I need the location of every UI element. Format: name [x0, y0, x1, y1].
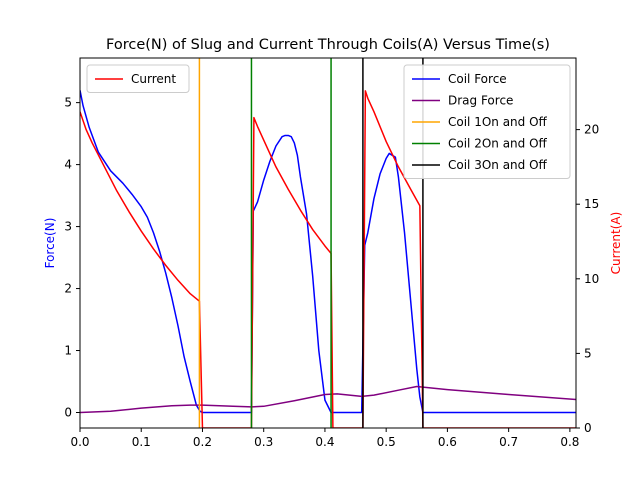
x-tick-label: 0.0 — [70, 435, 89, 449]
y-right-tick-label: 5 — [584, 346, 592, 360]
x-tick-label: 0.8 — [560, 435, 579, 449]
chart-title: Force(N) of Slug and Current Through Coi… — [106, 37, 550, 53]
x-tick-label: 0.4 — [315, 435, 334, 449]
y-left-tick-label: 2 — [64, 282, 72, 296]
y-left-tick-label: 4 — [64, 158, 72, 172]
x-tick-label: 0.7 — [499, 435, 518, 449]
y-left-tick-label: 5 — [64, 96, 72, 110]
legend-label-coil-3on-and-off: Coil 3On and Off — [448, 158, 548, 172]
legends: Current Coil Force Drag Force Coil 1On and … — [86, 64, 571, 179]
y-right-tick-label: 20 — [584, 123, 599, 137]
plot-frame — [79, 57, 577, 429]
series-line-coil-force — [80, 90, 576, 414]
series-line-current — [80, 90, 576, 428]
legend-current-frame — [86, 64, 190, 93]
y-axis-right-label: Current(A) — [609, 212, 623, 275]
legend-current: Current — [86, 64, 190, 93]
x-tick-label: 0.3 — [254, 435, 273, 449]
legend-label-current: Current — [131, 72, 176, 86]
x-tick-label: 0.6 — [438, 435, 457, 449]
axes: 0.0 0.1 0.2 0.3 0.4 0.5 0.6 0.7 0.8 0 1 2 3 4 5 0 5 10 15 2… — [64, 96, 599, 449]
y-right-tick-label: 10 — [584, 272, 599, 286]
x-tick-label: 0.5 — [377, 435, 396, 449]
legend-main-frame — [403, 64, 571, 179]
y-left-tick-label: 3 — [64, 220, 72, 234]
y-axis-left-label: Force(N) — [43, 218, 57, 269]
x-tick-label: 0.2 — [193, 435, 212, 449]
legend-label-coil-force: Coil Force — [448, 72, 507, 86]
legend-main: Coil Force Drag Force Coil 1On and Off Coil… — [403, 64, 571, 179]
y-right-tick-label: 0 — [584, 421, 592, 435]
x-tick-label: 0.1 — [132, 435, 151, 449]
y-right-tick-label: 15 — [584, 197, 599, 211]
plot-area — [80, 58, 576, 428]
y-left-tick-label: 0 — [64, 406, 72, 420]
series-line-drag-force — [80, 385, 576, 414]
legend-label-coil-2on-and-off: Coil 2On and Off — [448, 137, 548, 151]
y-left-tick-label: 1 — [64, 344, 72, 358]
legend-label-coil-1on-and-off: Coil 1On and Off — [448, 115, 548, 129]
legend-label-drag-force: Drag Force — [448, 94, 513, 108]
